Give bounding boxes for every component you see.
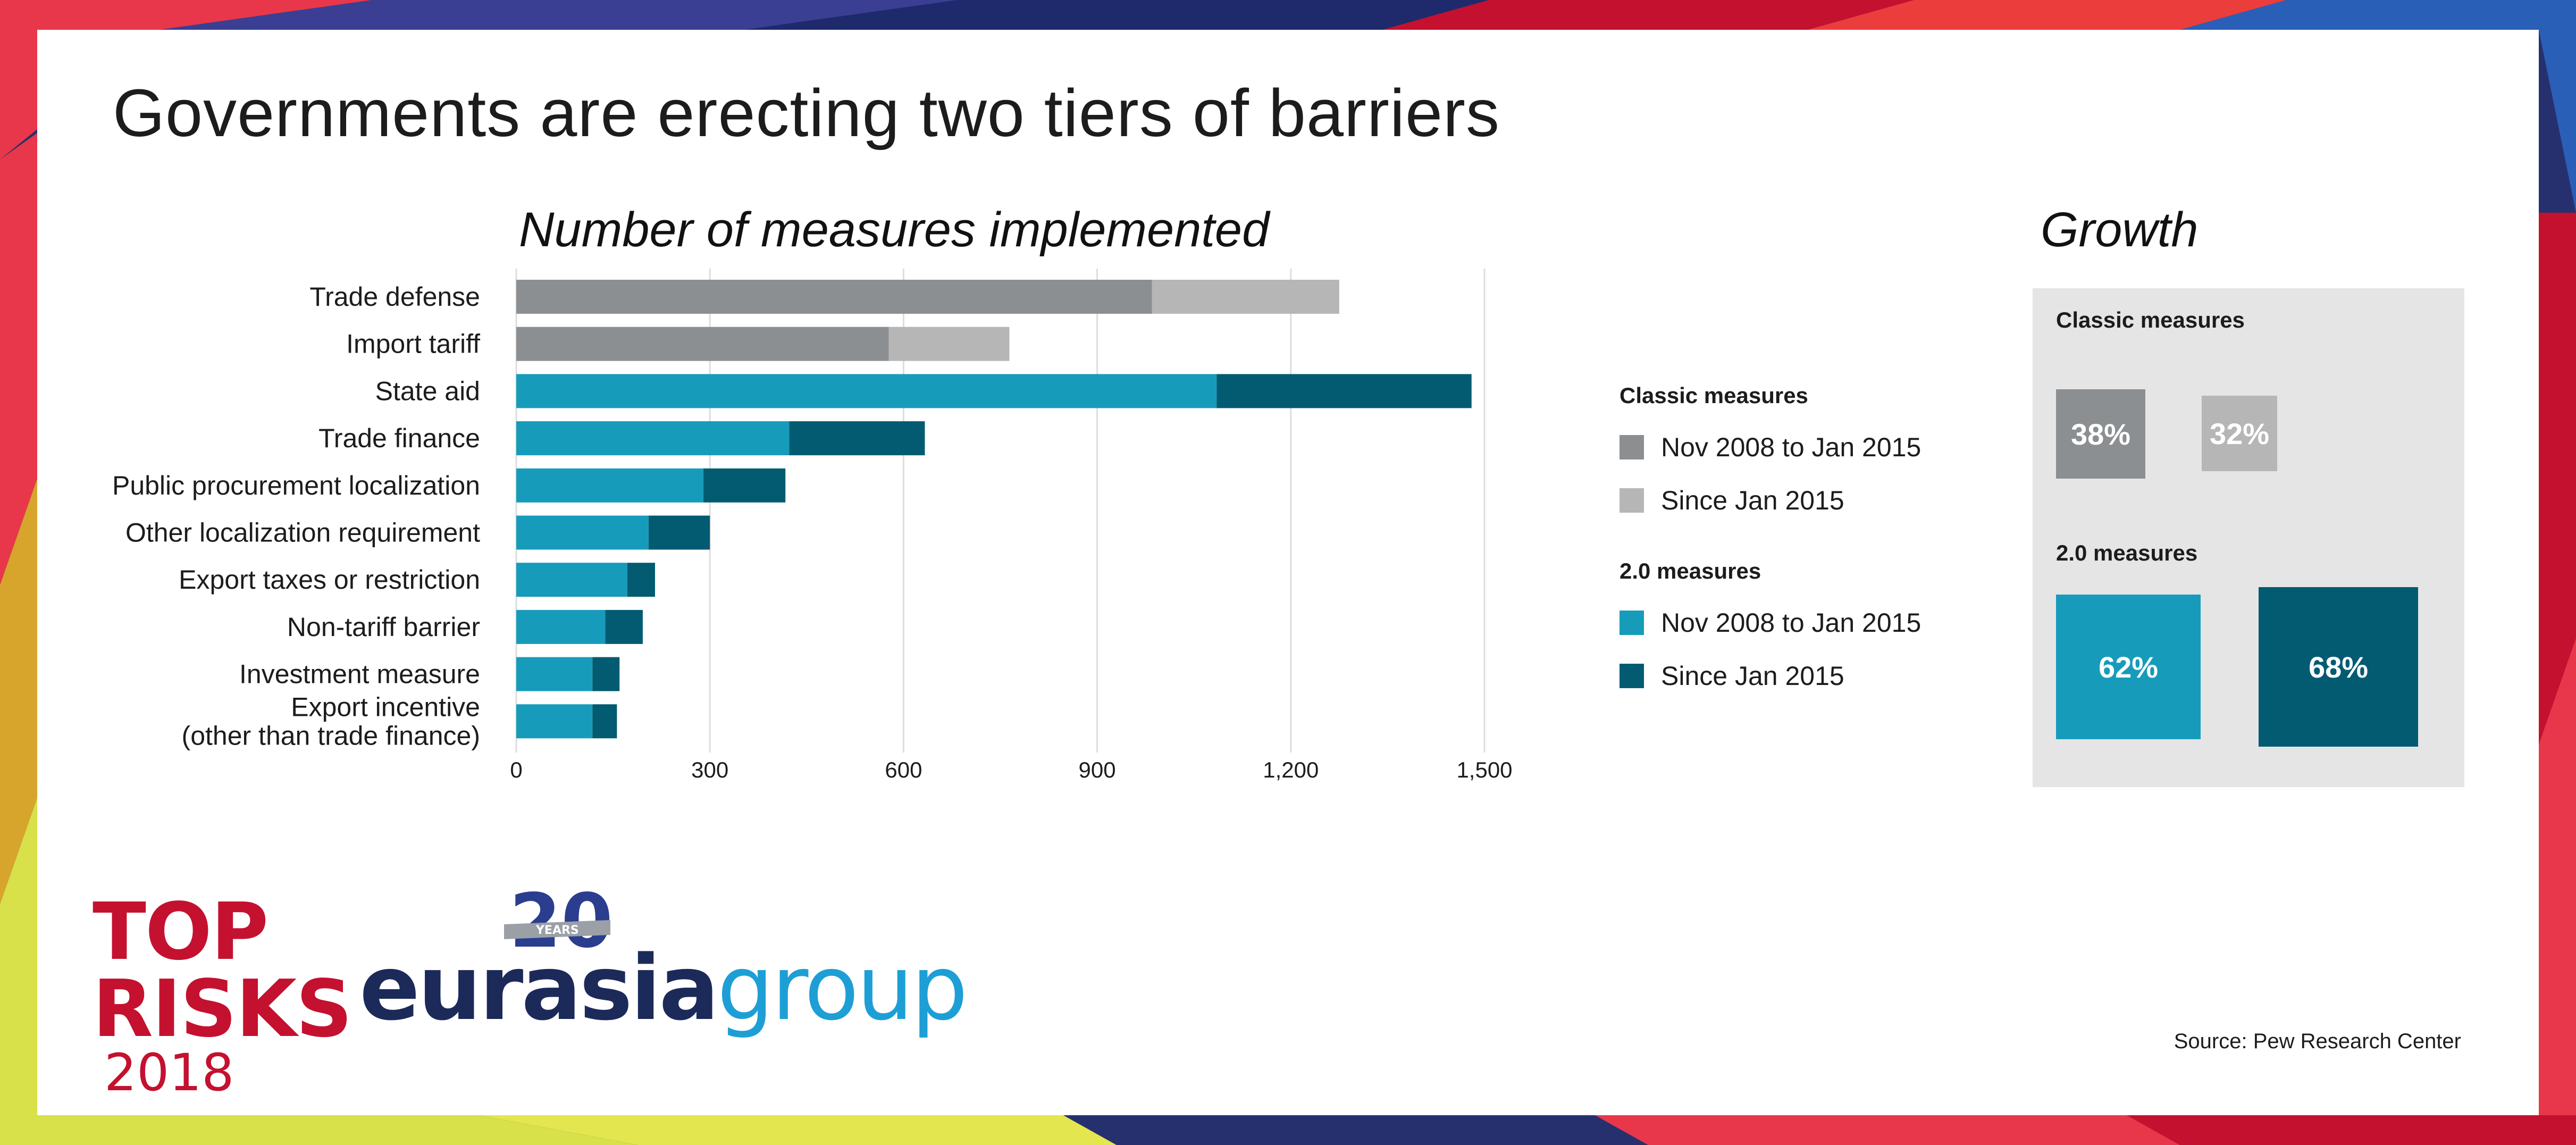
source-note: Source: Pew Research Center	[2174, 1030, 2461, 1053]
x-tick-label: 600	[885, 757, 922, 782]
bar-segment-2008-2015	[516, 657, 593, 691]
legend-label: Since Jan 2015	[1661, 486, 1844, 515]
category-label: Export taxes or restriction	[179, 565, 480, 595]
bar-segment-2008-2015	[516, 704, 593, 739]
growth-title: Growth	[2041, 203, 2199, 257]
bar-segment-2008-2015	[516, 374, 1217, 408]
x-tick-label: 1,500	[1456, 757, 1512, 782]
legend-item: Since Jan 2015	[1620, 482, 1921, 519]
x-tick-label: 0	[510, 757, 522, 782]
category-label: Public procurement localization	[112, 471, 480, 500]
bar-segment-since-2015	[605, 609, 643, 644]
x-tick-label: 1,200	[1263, 757, 1319, 782]
bar-segment-since-2015	[1152, 280, 1339, 314]
category-label: Other localization requirement	[125, 518, 480, 548]
growth-panel: Classic measures 38% 32% 2.0 measures 62…	[2033, 288, 2464, 787]
top-risks-line1: TOP	[93, 886, 268, 977]
bar-segment-2008-2015	[516, 515, 649, 550]
x-tick-label: 300	[691, 757, 728, 782]
legend-item: Nov 2008 to Jan 2015	[1620, 604, 1921, 641]
category-label: Trade finance	[318, 423, 480, 453]
category-label: State aid	[375, 376, 480, 406]
bar-segment-since-2015	[648, 515, 710, 550]
top-risks-line2: RISKS	[93, 963, 353, 1055]
brand-group: group	[717, 936, 968, 1040]
legend-swatch-classic-early	[1620, 435, 1644, 459]
chart-subtitle: Number of measures implemented	[519, 203, 1270, 257]
growth-classic-label: Classic measures	[2056, 307, 2245, 332]
brand-eurasia: eurasia	[359, 936, 719, 1040]
bar-segment-since-2015	[592, 657, 620, 691]
growth-classic-early: 38%	[2056, 389, 2145, 479]
category-label: Import tariff	[346, 329, 480, 359]
top-risks-logo: TOP RISKS 2018	[93, 886, 353, 1103]
bar-segment-since-2015	[789, 421, 925, 456]
bar-segment-2008-2015	[516, 327, 889, 361]
bar-segment-2008-2015	[516, 421, 790, 456]
legend-label: Nov 2008 to Jan 2015	[1661, 608, 1921, 638]
growth-classic-late: 32%	[2202, 396, 2277, 471]
legend-swatch-classic-late	[1620, 488, 1644, 513]
bar-segment-since-2015	[627, 563, 656, 597]
legend-item: Since Jan 2015	[1620, 657, 1921, 695]
chart-legend: Classic measures Nov 2008 to Jan 2015 Si…	[1620, 383, 1921, 711]
legend-swatch-new-early	[1620, 611, 1644, 635]
eurasia-group-logo: eurasiagroup	[359, 936, 968, 1040]
top-risks-year: 2018	[104, 1043, 234, 1103]
bar-segment-2008-2015	[516, 280, 1152, 314]
category-label: Export incentive (other than trade financ…	[182, 692, 480, 750]
bar-segment-2008-2015	[516, 609, 606, 644]
bar-segment-since-2015	[703, 468, 786, 503]
category-label: Non-tariff barrier	[287, 612, 480, 642]
growth-new-early: 62%	[2056, 595, 2201, 739]
category-label: Investment measure	[239, 659, 480, 689]
growth-new-label: 2.0 measures	[2056, 540, 2198, 565]
growth-new-late: 68%	[2259, 587, 2418, 747]
bar-segment-since-2015	[888, 327, 1010, 361]
bar-segment-2008-2015	[516, 468, 704, 503]
page-title: Governments are erecting two tiers of ba…	[113, 76, 1500, 151]
x-tick-label: 900	[1079, 757, 1116, 782]
legend-label: Since Jan 2015	[1661, 661, 1844, 691]
anniversary-word: YEARS	[535, 924, 579, 937]
legend-swatch-new-late	[1620, 664, 1644, 688]
bar-segment-2008-2015	[516, 563, 627, 597]
bar-segment-since-2015	[592, 704, 617, 739]
legend-label: Nov 2008 to Jan 2015	[1661, 432, 1921, 462]
legend-item: Nov 2008 to Jan 2015	[1620, 429, 1921, 466]
legend-new-title: 2.0 measures	[1620, 558, 1761, 583]
category-label: Trade defense	[309, 282, 480, 312]
legend-classic-title: Classic measures	[1620, 383, 1808, 408]
bar-segment-since-2015	[1216, 374, 1472, 408]
anniversary-badge: 20 YEARS	[504, 883, 610, 965]
